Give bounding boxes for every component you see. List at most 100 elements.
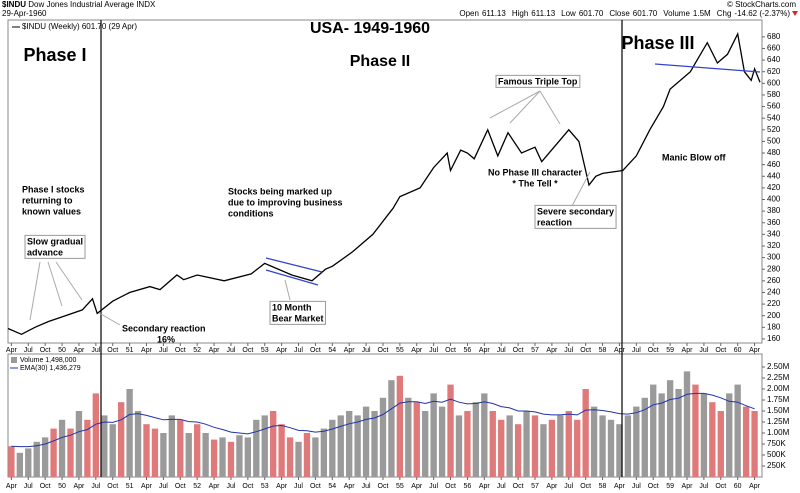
- volume-bar: [472, 402, 480, 477]
- y-tick-label: 520: [767, 125, 781, 134]
- x-tick-label: Apr: [344, 347, 356, 354]
- x-tick-label: Oct: [310, 483, 321, 490]
- y-tick-label: 160: [767, 334, 781, 343]
- volume-bar: [303, 432, 311, 477]
- volume-bar: [58, 419, 66, 477]
- volume-bar: [531, 415, 539, 477]
- x-tick-label: 55: [396, 347, 404, 354]
- volume-bar: [548, 419, 556, 477]
- y-tick-label: 500: [767, 137, 781, 146]
- quote-value: 601.70: [579, 9, 604, 18]
- volume-bar: [244, 437, 252, 477]
- x-tick-label: Oct: [445, 347, 456, 354]
- volume-bar: [658, 393, 665, 477]
- volume-bar: [143, 424, 150, 477]
- volume-bar: [134, 410, 142, 477]
- volume-bar: [607, 419, 615, 477]
- x-tick-label: 50: [58, 347, 66, 354]
- volume-bar: [692, 384, 699, 477]
- callout-line: [284, 279, 291, 301]
- volume-bar: [498, 419, 505, 477]
- x-tick-label: Apr: [209, 347, 221, 354]
- volume-bar: [84, 419, 91, 477]
- y-tick-label: 420: [767, 183, 781, 192]
- x-tick-label: 53: [261, 347, 269, 354]
- volume-bar: [168, 415, 176, 477]
- x-tick-label: Oct: [175, 483, 186, 490]
- x-tick-label: Jul: [24, 347, 33, 354]
- volume-bar: [329, 419, 336, 477]
- quote-label: Volume: [663, 9, 690, 18]
- x-tick-label: Apr: [682, 483, 694, 490]
- quote-value: -14.62 (-2.37%): [734, 9, 790, 18]
- volume-bar: [278, 424, 285, 477]
- volume-bar: [109, 424, 116, 477]
- x-tick-label: Jul: [632, 483, 641, 490]
- x-tick-label: Jul: [632, 347, 641, 354]
- x-tick-label: Oct: [648, 483, 659, 490]
- date: 29-Apr-1960: [2, 9, 47, 18]
- x-tick-label: Apr: [749, 347, 761, 354]
- volume-bar: [253, 419, 260, 477]
- volume-bar: [666, 380, 674, 477]
- x-tick-label: Oct: [715, 347, 726, 354]
- x-tick-label: Apr: [73, 483, 85, 490]
- volume-bar: [717, 410, 724, 477]
- volume-bar: [624, 415, 632, 477]
- quote-value: 611.13: [482, 9, 506, 18]
- x-tick-label: Oct: [242, 347, 253, 354]
- volume-bar: [92, 393, 99, 477]
- x-tick-label: Oct: [107, 483, 118, 490]
- volume-bar: [16, 452, 23, 477]
- quote-value: 1.5M: [693, 9, 711, 18]
- annotation: Bear Market: [272, 313, 324, 323]
- volume-bar: [362, 406, 370, 477]
- y-tick-label: 2.50M: [767, 362, 790, 371]
- volume-bar: [742, 406, 750, 477]
- volume-bar: [126, 388, 133, 477]
- x-tick-label: Apr: [276, 347, 288, 354]
- callout-line: [47, 261, 63, 307]
- volume-bar: [101, 415, 108, 477]
- annotation: Slow gradual: [27, 236, 83, 246]
- y-tick-label: 540: [767, 113, 781, 122]
- y-tick-label: 400: [767, 195, 781, 204]
- x-tick-label: 57: [531, 347, 539, 354]
- x-tick-label: Jul: [699, 347, 708, 354]
- x-tick-label: Oct: [715, 483, 726, 490]
- volume-bar: [75, 410, 83, 477]
- callout-line: [571, 171, 591, 207]
- x-tick-label: Jul: [564, 347, 573, 354]
- volume-bar: [151, 428, 159, 477]
- x-tick-label: Apr: [73, 347, 85, 354]
- y-tick-label: 440: [767, 171, 781, 180]
- annotation: conditions: [228, 208, 274, 218]
- volume-bar: [650, 384, 657, 477]
- x-tick-label: Oct: [445, 483, 456, 490]
- y-tick-label: 320: [767, 241, 781, 250]
- y-tick-label: 180: [767, 322, 781, 331]
- x-tick-label: 51: [126, 483, 134, 490]
- annotation: Stocks being marked up: [228, 186, 333, 196]
- volume-bar: [160, 432, 167, 477]
- x-tick-label: 56: [464, 347, 472, 354]
- volume-bar: [565, 410, 572, 477]
- price-line: [7, 31, 761, 336]
- x-tick-label: Jul: [429, 347, 438, 354]
- volume-bar: [464, 410, 471, 477]
- annotation-box: [269, 300, 327, 325]
- volume-bar: [354, 415, 361, 477]
- x-tick-label: Jul: [497, 347, 506, 354]
- x-tick-label: Apr: [276, 483, 288, 490]
- annotation: No Phase III character: [488, 167, 583, 177]
- callout-line: [489, 90, 541, 119]
- annotation: Phase I: [23, 45, 86, 65]
- volume-bar: [582, 388, 589, 477]
- volume-bar: [177, 419, 184, 477]
- chart-title: USA- 1949-1960: [310, 20, 430, 37]
- x-tick-label: Apr: [141, 347, 153, 354]
- volume-bar: [286, 437, 294, 477]
- x-tick-label: Oct: [513, 483, 524, 490]
- volume-bar: [405, 397, 412, 477]
